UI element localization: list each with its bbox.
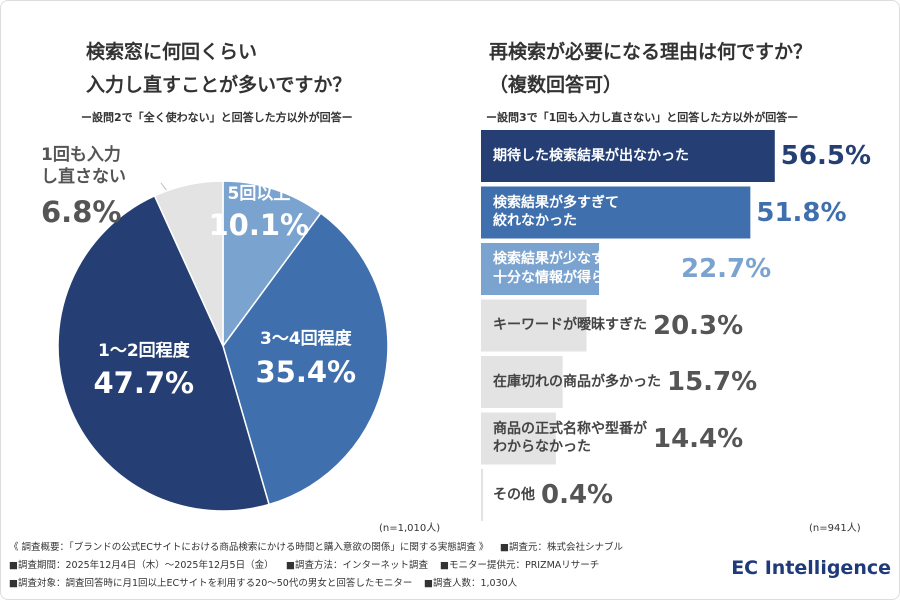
sample-size: (n=941人) [809,523,861,534]
slice-value: 10.1% [208,208,310,242]
footer-text: ■調査元：株式会社シナブル [500,542,623,553]
pie-slice [57,194,270,512]
slice-label: 1〜2回程度 [98,341,190,361]
bar [481,243,600,295]
bar-value: 0.4% [541,480,614,510]
bar-label: その他 [493,486,535,503]
bar [481,356,563,408]
slice-value: 47.7% [93,366,195,400]
footer-text: ■調査方法：インターネット調査 [286,560,428,571]
footer-text: 《 調査概要：「ブランドの公式ECサイトにおける商品検索にかける時間と購入意欲の… [9,542,489,553]
slice-label: 5回以上 [227,184,291,204]
bar-label: キーワードが曖昧すぎた [493,317,647,333]
footer-text: ■調査対象：調査回答時に月1回以上ECサイトを利用する20〜50代の男女と回答し… [9,578,413,589]
chart-title: 再検索が必要になる理由は何ですか？ [489,41,813,63]
bar-value: 20.3% [653,310,744,341]
pie-slice [222,212,389,506]
logo: EC Intelligence [731,557,891,579]
footer-text: ■モニター提供元：PRIZMAリサーチ [440,560,600,571]
bar-value: 56.5% [780,141,871,171]
sample-size: (n=1,010人) [379,523,441,534]
pie-slice [153,180,224,347]
bar [481,130,775,182]
pie-slice [222,180,322,349]
bar [481,469,484,521]
bar-value: 51.8% [756,197,847,228]
chart-subtitle: ー設問2で「全く使わない」と回答した方以外が回答ー [81,111,353,124]
bar [481,299,587,352]
bar-value: 14.4% [653,423,744,454]
bar-label: 検索結果が多すぎて 絞れなかった [493,194,619,230]
footer-text: ■調査期間：2025年12月4日（木）〜2025年12月5日（金） [9,560,274,571]
bar-value: 22.7% [681,254,772,284]
bar-label: 検索結果が少なすぎて、 十分な情報が得られなかった [493,251,675,286]
slice-value: 6.8% [41,195,122,229]
bar [481,412,556,465]
slice-label: 3〜4回程度 [260,329,352,349]
bar [481,186,751,239]
slice-label: 1回も入力 し直さない [41,145,126,188]
chart-title: 入力し直すことが多いですか？ [86,74,352,96]
bar-label: 在庫切れの商品が多かった [493,373,661,390]
chart-title: （複数回答可） [489,74,623,96]
bar-label: 期待した検索結果が出なかった [493,147,689,164]
chart-subtitle: ー設問3で「1回も入力し直さない」と回答した方以外が回答ー [486,111,799,124]
bar-value: 15.7% [667,367,758,397]
slice-value: 35.4% [255,355,357,389]
chart-title: 検索窓に何回くらい [86,41,258,63]
bar-label: 商品の正式名称や型番が わからなかった [493,420,647,456]
footer-text: ■調査人数：1,030人 [424,578,518,589]
